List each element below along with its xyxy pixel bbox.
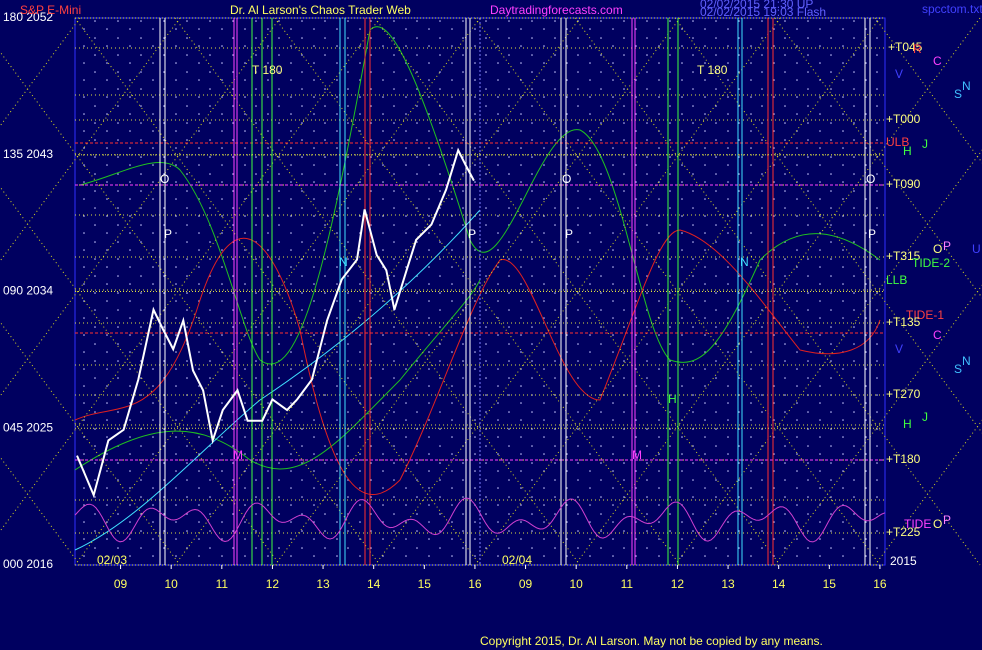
right-label: +T000 <box>886 112 921 126</box>
right-label: S <box>954 87 962 101</box>
y-tick-label: 090 2034 <box>3 284 53 298</box>
right-label: C <box>933 54 942 68</box>
annotation: T 180 <box>697 63 728 77</box>
x-tick-label: 15 <box>823 577 837 591</box>
annotation: O <box>562 172 571 186</box>
flux-line <box>74 229 881 496</box>
right-label: H <box>903 144 912 158</box>
annotation: P <box>868 227 876 241</box>
lattice-line <box>74 17 481 566</box>
right-label: N <box>962 354 971 368</box>
x-tick-label: 16 <box>873 577 887 591</box>
subtitle: S&P E-Mini <box>20 3 81 17</box>
annotation: T 180 <box>252 63 283 77</box>
y-tick-label: 045 2025 <box>3 420 53 434</box>
right-label: J <box>922 137 928 151</box>
lattice-line <box>374 17 781 566</box>
annotation: P <box>164 227 172 241</box>
right-label: P <box>943 239 951 253</box>
right-label: +T090 <box>886 177 921 191</box>
x-tick-label: 12 <box>671 577 685 591</box>
right-label: +T270 <box>886 387 921 401</box>
x-tick-label: 13 <box>316 577 330 591</box>
file-name: spcctom.txt <box>922 2 982 16</box>
lattice-line <box>774 284 982 566</box>
annotation: P <box>565 227 573 241</box>
right-label: V <box>895 342 903 356</box>
x-tick-label: 11 <box>621 577 634 591</box>
right-label: S <box>954 362 962 376</box>
x-tick-label: 15 <box>418 577 432 591</box>
right-label: TIDE-1 <box>906 308 944 322</box>
y-tick-label: 000 2016 <box>3 557 53 571</box>
right-label: R <box>913 42 922 56</box>
annotation: H <box>668 392 677 406</box>
x-tick-label: 09 <box>114 577 128 591</box>
annotation: N <box>339 255 348 269</box>
tide-line <box>74 497 886 543</box>
lattice-line <box>0 17 281 398</box>
right-label: TIDE <box>904 517 931 531</box>
x-tick-label: 10 <box>570 577 584 591</box>
right-label: O <box>933 517 942 531</box>
right-label: +T045 <box>888 40 923 54</box>
flux-line <box>74 279 481 471</box>
copyright: Copyright 2015, Dr. Al Larson. May not b… <box>480 634 823 648</box>
y-tick-label: 180 2052 <box>3 10 53 24</box>
right-label: +T315 <box>886 249 921 263</box>
annotation: N <box>740 255 749 269</box>
x-tick-label: 14 <box>772 577 786 591</box>
source: Daytradingforecasts.com <box>490 3 623 17</box>
flux-line <box>74 209 481 551</box>
annotation: P <box>468 227 476 241</box>
right-label: N <box>962 79 971 93</box>
title: Dr. Al Larson's Chaos Trader Web <box>230 3 411 17</box>
right-label: O <box>933 242 942 256</box>
annotation: M <box>632 448 642 462</box>
price-line <box>76 147 475 499</box>
y-tick-label: 135 2043 <box>3 147 53 161</box>
right-label: V <box>895 67 903 81</box>
right-label: +T180 <box>886 452 921 466</box>
annotation: O <box>160 172 169 186</box>
annotation: O <box>866 172 875 186</box>
x-tick-label: 09 <box>519 577 533 591</box>
lattice-line <box>174 17 581 566</box>
x-tick-label: 11 <box>216 577 229 591</box>
right-label: ULB <box>886 135 909 149</box>
day-label: 02/03 <box>97 553 127 567</box>
timestamp: 02/02/2015 19:03 Flash <box>700 5 826 19</box>
right-label: TIDE-2 <box>912 256 950 270</box>
right-label: LLB <box>886 273 907 287</box>
lattice-line <box>674 149 982 566</box>
right-label: 2015 <box>890 554 917 568</box>
annotation: M <box>233 448 243 462</box>
right-label: U <box>972 242 981 256</box>
timestamp: 02/02/2015 21:30 UP <box>700 0 813 11</box>
x-tick-label: 14 <box>367 577 381 591</box>
x-tick-label: 16 <box>468 577 482 591</box>
day-label: 02/04 <box>502 553 532 567</box>
right-label: +T225 <box>886 525 921 539</box>
x-tick-label: 10 <box>165 577 179 591</box>
x-tick-label: 13 <box>721 577 735 591</box>
x-tick-label: 12 <box>266 577 280 591</box>
right-label: +T135 <box>886 315 921 329</box>
right-label: C <box>933 328 942 342</box>
right-label: P <box>943 513 951 527</box>
right-label: H <box>903 417 912 431</box>
right-label: J <box>922 410 928 424</box>
